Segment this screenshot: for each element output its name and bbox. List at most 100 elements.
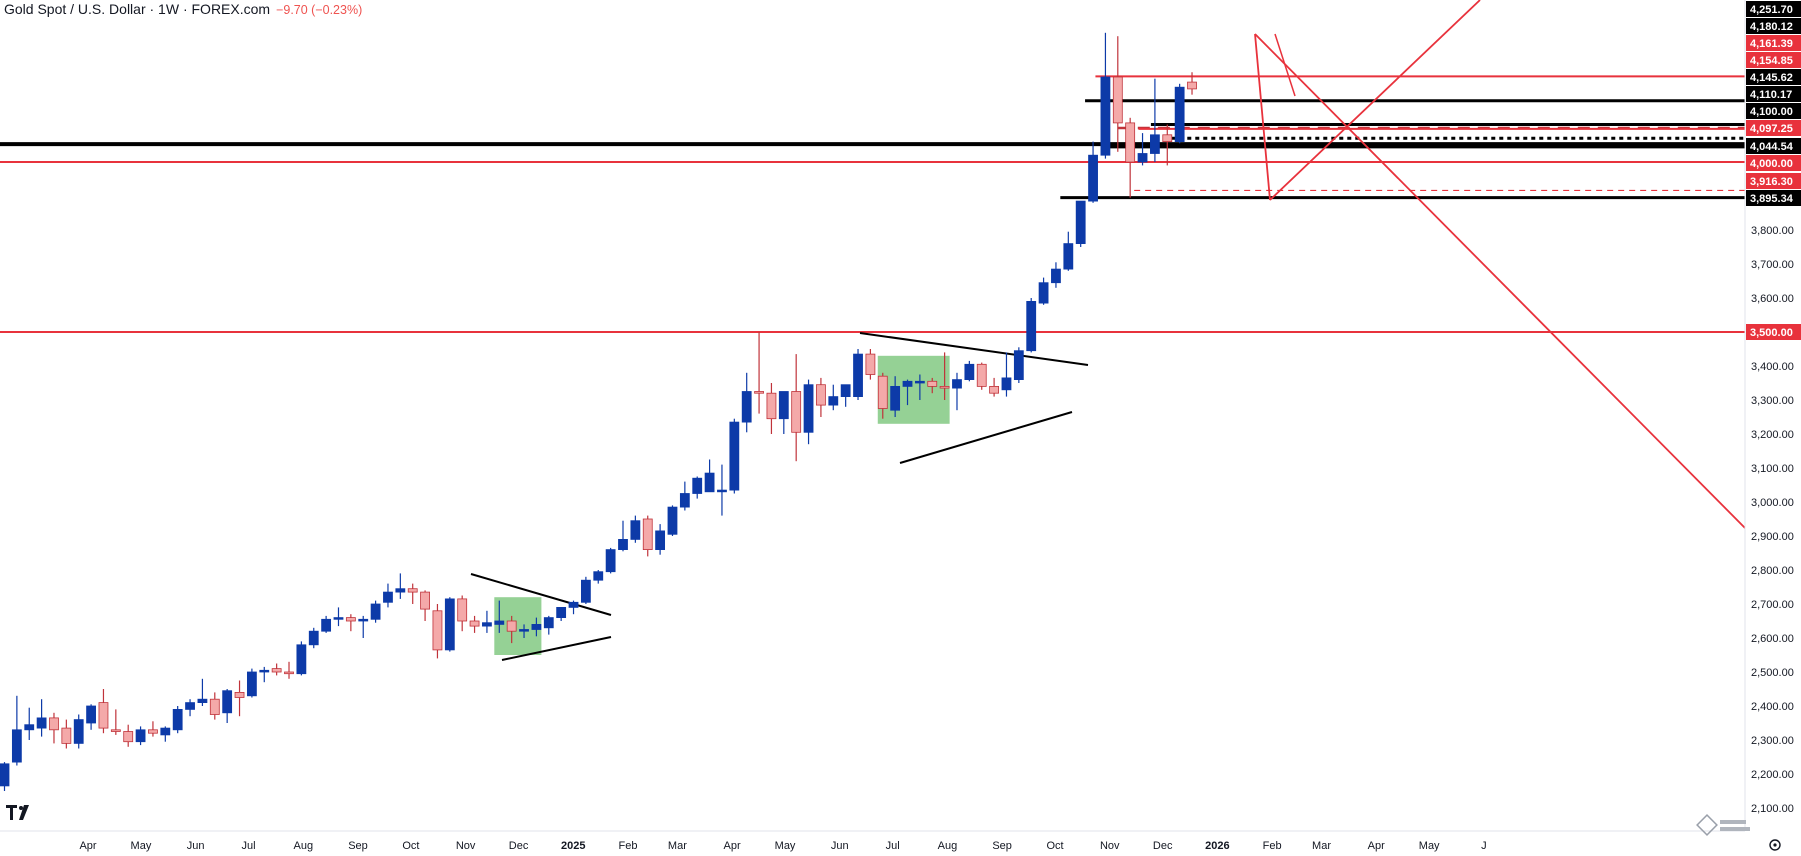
x-tick-label: May [131, 840, 152, 852]
candle-body [580, 579, 591, 603]
candle-body [333, 617, 344, 620]
x-tick-label: Aug [938, 840, 958, 852]
candle-body [73, 719, 84, 744]
level-price-tag [1746, 138, 1801, 154]
candle-body [222, 690, 233, 714]
x-tick-label: 2025 [561, 840, 585, 852]
candle-body [494, 620, 505, 625]
x-tick-label: Dec [1153, 840, 1173, 852]
level-price-tag-label: 4,097.25 [1750, 123, 1793, 135]
y-tick-label: 2,600.00 [1751, 633, 1794, 645]
candle-body [172, 709, 183, 731]
time-axis[interactable]: Apr May Jun Jul Aug Sep Oct Nov Dec 2025 Feb Mar Apr… [0, 830, 1745, 852]
candle-body [729, 421, 740, 491]
x-tick-label: Sep [992, 840, 1012, 852]
candle-body [1112, 76, 1123, 124]
y-tick-label: 2,700.00 [1751, 599, 1794, 611]
candle-body [148, 729, 158, 734]
level-price-tag [1746, 155, 1801, 171]
level-price-tag [1746, 173, 1801, 189]
candle-body [655, 530, 666, 551]
horizontal-levels [0, 75, 1745, 333]
candle-body [135, 729, 146, 743]
x-tick-label: Oct [1046, 840, 1063, 852]
candle-body [902, 380, 913, 387]
candle-body [185, 702, 195, 710]
settings-icon [1769, 839, 1781, 851]
candle-body [989, 385, 999, 394]
candle-body [692, 477, 703, 494]
candle-body [543, 617, 554, 629]
candle-body [1051, 268, 1061, 284]
tradingview-logo-part [19, 805, 29, 820]
candle-body [197, 698, 208, 704]
x-tick-label: Jun [187, 840, 205, 852]
candle-body [432, 610, 443, 651]
sino-sound-watermark-icon [1696, 814, 1750, 836]
candles [0, 32, 1197, 791]
candle-body [791, 391, 802, 433]
x-tick-label: Apr [724, 840, 741, 852]
candle-body [370, 603, 381, 620]
candle-body [506, 620, 517, 632]
candle-body [741, 391, 752, 423]
candle-body [1075, 200, 1086, 245]
candle-body [1013, 350, 1024, 381]
candle-body [531, 624, 542, 630]
symbol-title[interactable]: Gold Spot / U.S. Dollar · 1W · FOREX.com [4, 1, 271, 17]
x-tick-label: Jul [242, 840, 256, 852]
candle-body [679, 493, 690, 508]
candle-body [840, 384, 851, 398]
candle-body [345, 617, 356, 622]
candle-body [556, 607, 567, 619]
level-price-tags: 4,251.70 4,180.12 4,161.39 4,154.85 4,145.62… [1746, 1, 1801, 340]
level-price-tag [1746, 18, 1801, 34]
candle-body [1063, 243, 1074, 270]
candle-body [605, 549, 616, 573]
x-tick-label: Oct [402, 840, 419, 852]
level-price-tag [1746, 120, 1801, 136]
candle-body [778, 391, 789, 420]
consolidation-zone [877, 355, 950, 424]
candle-body [964, 363, 975, 380]
level-price-tag-label: 3,500.00 [1750, 327, 1793, 339]
x-tick-label: Nov [456, 840, 476, 852]
x-tick-label: 2026 [1205, 840, 1229, 852]
candle-body [865, 353, 876, 375]
candle-body [618, 539, 628, 551]
y-tick-label: 2,200.00 [1751, 769, 1794, 781]
level-price-tag [1746, 86, 1801, 102]
candle-body [11, 729, 22, 763]
candle-body [877, 375, 888, 409]
candle-body [704, 472, 715, 493]
y-tick-label: 3,300.00 [1751, 395, 1794, 407]
x-tick-label: Apr [1368, 840, 1385, 852]
x-tick-label: Mar [668, 840, 687, 852]
level-price-tag-label: 4,180.12 [1750, 21, 1793, 33]
x-tick-label: Sep [348, 840, 368, 852]
level-price-tag [1746, 52, 1801, 68]
candle-body [1162, 134, 1173, 143]
tradingview-logo-part [19, 806, 23, 810]
candle-body [1125, 122, 1136, 163]
x-tick-label: May [1419, 840, 1440, 852]
x-tick-label: Apr [79, 840, 96, 852]
candle-body [0, 763, 10, 787]
candle-body [952, 379, 962, 389]
level-price-tag-label: 3,916.30 [1750, 176, 1793, 188]
y-tick-label: 3,400.00 [1751, 361, 1794, 373]
candle-body [1174, 86, 1185, 142]
level-price-tag [1746, 69, 1801, 85]
y-tick-label: 3,700.00 [1751, 259, 1794, 271]
candle-body [803, 384, 814, 433]
candle-body [927, 380, 938, 387]
y-tick-label: 2,900.00 [1751, 531, 1794, 543]
price-change: −9.70 (−0.23%) [276, 3, 363, 17]
candle-body [110, 729, 121, 732]
trendlines [470, 0, 1746, 661]
candle-body [593, 571, 604, 581]
y-tick-label: 2,300.00 [1751, 735, 1794, 747]
x-tick-label: Nov [1100, 840, 1120, 852]
candle-body [246, 671, 257, 697]
